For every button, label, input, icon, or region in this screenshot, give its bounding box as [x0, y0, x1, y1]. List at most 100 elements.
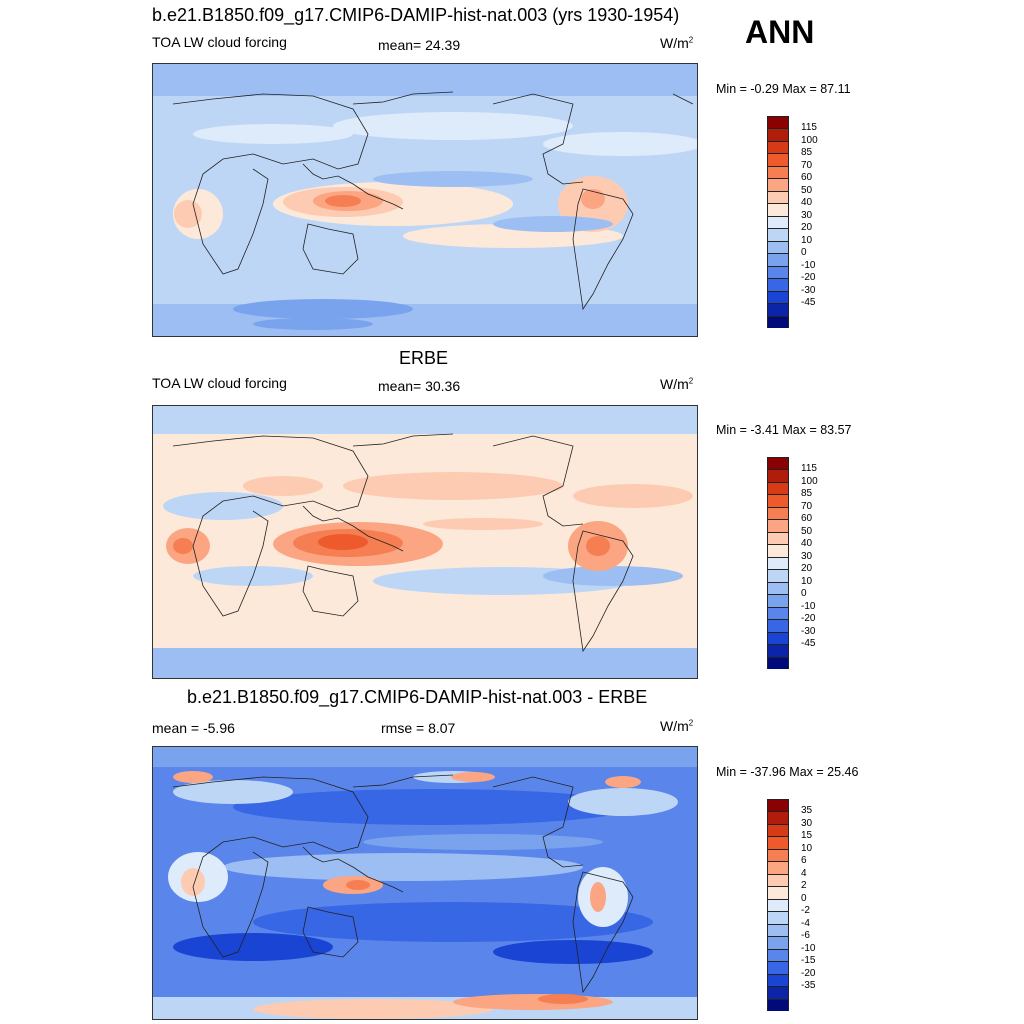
colorbar-swatch: [767, 998, 789, 1012]
panel-2-mean: mean= 30.36: [378, 378, 461, 394]
colorbar-label: 20: [801, 222, 813, 234]
colorbar-label: -10: [801, 600, 816, 612]
colorbar-label: -20: [801, 272, 816, 284]
colorbar-swatch: [767, 481, 789, 495]
colorbar-label: 60: [801, 172, 813, 184]
colorbar-label: -35: [801, 980, 816, 992]
panel-3-rmse: rmse = 8.07: [381, 720, 456, 736]
colorbar-swatch: [767, 606, 789, 620]
colorbar-swatch: [767, 506, 789, 520]
panel-3-colorbar: 35 30 15 10 6 4 2 0 -2 -4 -6 -10 -15 -20 -35: [767, 799, 815, 1012]
panel-1-left-label: TOA LW cloud forcing: [152, 34, 287, 50]
colorbar-swatch: [767, 278, 789, 292]
colorbar-label: 50: [801, 525, 813, 537]
colorbar-swatch: [767, 203, 789, 217]
colorbar-label: 35: [801, 805, 813, 817]
colorbar-label: 10: [801, 575, 813, 587]
colorbar-swatch: [767, 986, 789, 1000]
colorbar-swatch: [767, 190, 789, 204]
colorbar-swatch: [767, 911, 789, 925]
colorbar-swatch: [767, 594, 789, 608]
colorbar-label: 115: [801, 122, 817, 134]
colorbar-label: -15: [801, 955, 816, 967]
colorbar-swatch: [767, 265, 789, 279]
colorbar-label: 2: [801, 880, 807, 892]
colorbar-swatch: [767, 973, 789, 987]
panel-3-minmax: Min = -37.96 Max = 25.46: [716, 765, 859, 779]
colorbar-label: 85: [801, 147, 813, 159]
colorbar-swatch: [767, 469, 789, 483]
colorbar-swatch: [767, 799, 789, 812]
panel-1-title: b.e21.B1850.f09_g17.CMIP6-DAMIP-hist-nat…: [152, 5, 680, 25]
colorbar-swatch: [767, 457, 789, 470]
colorbar-swatch: [767, 898, 789, 912]
panel-3-mean: mean = -5.96: [152, 720, 235, 736]
colorbar-swatch: [767, 923, 789, 937]
colorbar-label: 0: [801, 588, 807, 600]
colorbar-label: -30: [801, 284, 816, 296]
colorbar-swatch: [767, 140, 789, 154]
colorbar-label: -20: [801, 613, 816, 625]
colorbar-label: 70: [801, 159, 813, 171]
colorbar-label: 115: [801, 463, 817, 475]
colorbar-swatch: [767, 948, 789, 962]
colorbar-swatch: [767, 165, 789, 179]
colorbar-swatch: [767, 519, 789, 533]
panel-2-left-label: TOA LW cloud forcing: [152, 375, 287, 391]
colorbar-swatch: [767, 290, 789, 304]
panel-1-minmax: Min = -0.29 Max = 87.11: [716, 82, 851, 96]
colorbar-label: 85: [801, 488, 813, 500]
panel-3-title: b.e21.B1850.f09_g17.CMIP6-DAMIP-hist-nat…: [187, 687, 648, 707]
colorbar-label: 70: [801, 500, 813, 512]
colorbar-swatch: [767, 644, 789, 658]
colorbar-swatch: [767, 303, 789, 317]
colorbar-swatch: [767, 861, 789, 875]
colorbar-label: 6: [801, 855, 807, 867]
colorbar-label: 100: [801, 475, 818, 487]
colorbar-swatch: [767, 619, 789, 633]
colorbar-swatch: [767, 116, 789, 129]
panel-2-minmax: Min = -3.41 Max = 83.57: [716, 423, 852, 437]
panel-2-units: W/m2: [660, 376, 694, 392]
colorbar-label: -6: [801, 930, 810, 942]
panel-3-map: [152, 746, 698, 1020]
colorbar-swatch: [767, 494, 789, 508]
colorbar-label: 50: [801, 184, 813, 196]
colorbar-swatch: [767, 886, 789, 900]
colorbar-label: 40: [801, 197, 813, 209]
colorbar-label: 60: [801, 513, 813, 525]
colorbar-swatch: [767, 569, 789, 583]
colorbar-label: 0: [801, 892, 807, 904]
colorbar-swatch: [767, 544, 789, 558]
panel-1-units: W/m2: [660, 35, 694, 51]
colorbar-swatch: [767, 315, 789, 329]
panel-2-title: ERBE: [399, 348, 449, 368]
colorbar-swatch: [767, 873, 789, 887]
colorbar-label: 30: [801, 817, 813, 829]
colorbar-label: 0: [801, 247, 807, 259]
colorbar-swatch: [767, 961, 789, 975]
colorbar-label: 10: [801, 842, 813, 854]
colorbar-label: 20: [801, 563, 813, 575]
colorbar-swatch: [767, 128, 789, 142]
colorbar-swatch: [767, 253, 789, 267]
panel-1-colorbar: 115 100 85 70 60 50 40 30 20 10 0 -10 -20 -30 -45: [767, 116, 818, 329]
colorbar-swatch: [767, 215, 789, 229]
colorbar-swatch: [767, 581, 789, 595]
colorbar-label: 4: [801, 867, 807, 879]
colorbar-label: -4: [801, 917, 810, 929]
colorbar-swatch: [767, 836, 789, 850]
panel-2-map: [152, 405, 698, 679]
colorbar-label: 40: [801, 538, 813, 550]
panel-1-map: [152, 63, 698, 337]
panel-1-mean: mean= 24.39: [378, 37, 461, 53]
colorbar-swatch: [767, 631, 789, 645]
colorbar-label: 100: [801, 134, 818, 146]
colorbar-swatch: [767, 153, 789, 167]
colorbar-swatch: [767, 178, 789, 192]
colorbar-label: -45: [801, 297, 816, 309]
panel-2-colorbar: 115 100 85 70 60 50 40 30 20 10 0 -10 -20 -30 -45: [767, 457, 818, 670]
colorbar-swatch: [767, 823, 789, 837]
colorbar-label: 15: [801, 830, 813, 842]
colorbar-swatch: [767, 531, 789, 545]
